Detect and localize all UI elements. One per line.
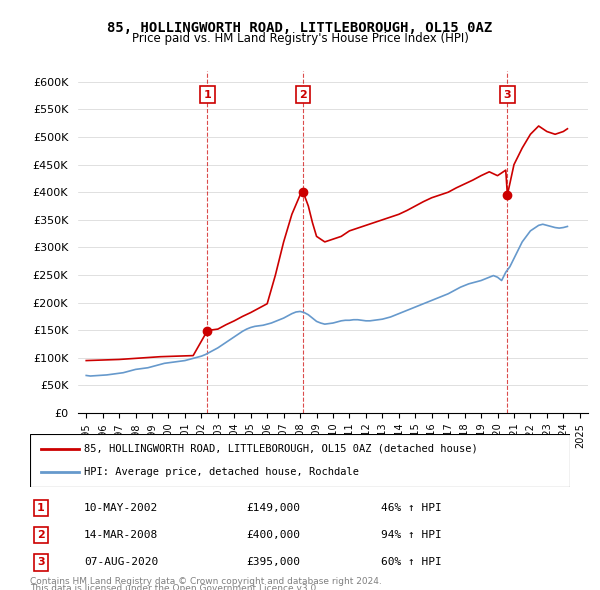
Text: 3: 3 [503, 90, 511, 100]
Text: 14-MAR-2008: 14-MAR-2008 [84, 530, 158, 540]
Text: £149,000: £149,000 [246, 503, 300, 513]
Text: 1: 1 [203, 90, 211, 100]
Text: 10-MAY-2002: 10-MAY-2002 [84, 503, 158, 513]
Text: Contains HM Land Registry data © Crown copyright and database right 2024.: Contains HM Land Registry data © Crown c… [30, 577, 382, 586]
Text: This data is licensed under the Open Government Licence v3.0.: This data is licensed under the Open Gov… [30, 584, 319, 590]
Text: £395,000: £395,000 [246, 558, 300, 568]
Text: 94% ↑ HPI: 94% ↑ HPI [381, 530, 442, 540]
Text: 85, HOLLINGWORTH ROAD, LITTLEBOROUGH, OL15 0AZ (detached house): 85, HOLLINGWORTH ROAD, LITTLEBOROUGH, OL… [84, 444, 478, 454]
Text: HPI: Average price, detached house, Rochdale: HPI: Average price, detached house, Roch… [84, 467, 359, 477]
Text: 07-AUG-2020: 07-AUG-2020 [84, 558, 158, 568]
Text: 60% ↑ HPI: 60% ↑ HPI [381, 558, 442, 568]
FancyBboxPatch shape [30, 434, 570, 487]
Text: £400,000: £400,000 [246, 530, 300, 540]
Text: 2: 2 [299, 90, 307, 100]
Text: Price paid vs. HM Land Registry's House Price Index (HPI): Price paid vs. HM Land Registry's House … [131, 32, 469, 45]
Text: 3: 3 [37, 558, 44, 568]
Text: 2: 2 [37, 530, 44, 540]
Text: 85, HOLLINGWORTH ROAD, LITTLEBOROUGH, OL15 0AZ: 85, HOLLINGWORTH ROAD, LITTLEBOROUGH, OL… [107, 21, 493, 35]
Text: 1: 1 [37, 503, 44, 513]
Text: 46% ↑ HPI: 46% ↑ HPI [381, 503, 442, 513]
